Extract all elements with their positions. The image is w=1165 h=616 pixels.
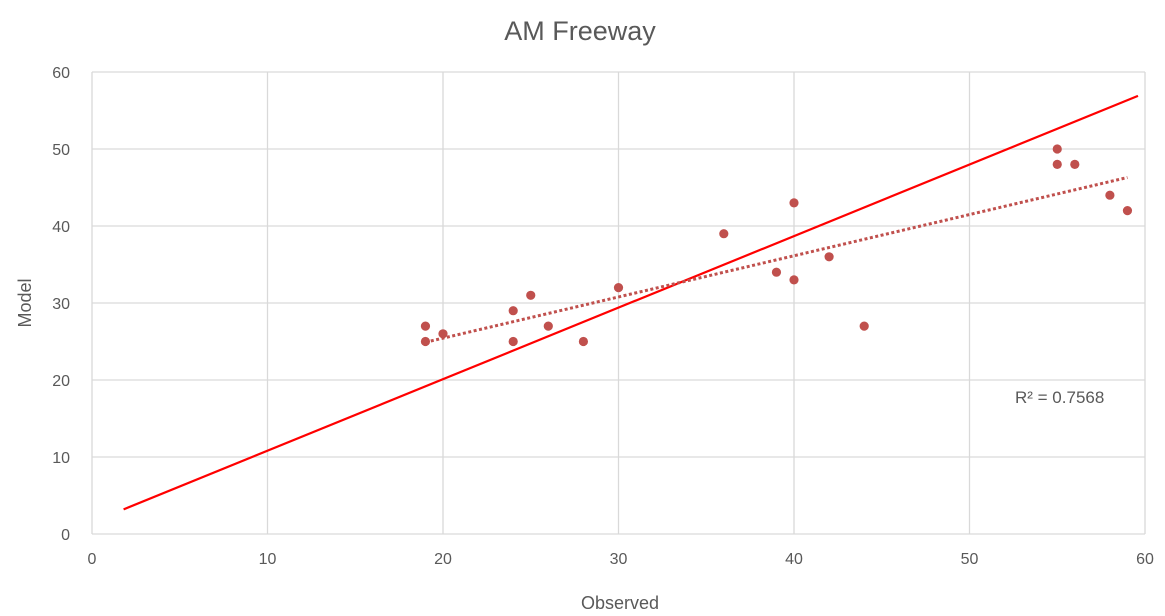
- y-axis-title: Model: [15, 278, 35, 327]
- chart-title: AM Freeway: [504, 16, 656, 46]
- reference-line: [123, 94, 1139, 511]
- data-point: [719, 229, 729, 239]
- y-tick-label: 0: [61, 527, 70, 544]
- y-tick-label: 10: [52, 450, 70, 467]
- data-point: [438, 329, 448, 339]
- data-point: [824, 252, 834, 262]
- lines: [123, 94, 1139, 511]
- x-tick-label: 0: [88, 551, 97, 568]
- trendline: [425, 176, 1128, 344]
- x-tick-label: 50: [961, 551, 979, 568]
- data-points: [420, 144, 1133, 347]
- data-point: [789, 275, 799, 285]
- y-tick-label: 20: [52, 373, 70, 390]
- data-point: [1122, 206, 1133, 216]
- data-point: [1105, 190, 1115, 200]
- data-point: [578, 336, 589, 347]
- data-point: [526, 290, 536, 300]
- data-point: [420, 321, 431, 331]
- y-tick-label: 50: [52, 142, 70, 159]
- data-point: [789, 198, 799, 208]
- data-point: [508, 306, 518, 316]
- data-point: [543, 321, 553, 331]
- data-point: [420, 336, 431, 347]
- data-point: [1052, 159, 1062, 169]
- x-tick-label: 40: [785, 551, 803, 568]
- x-tick-label: 20: [434, 551, 452, 568]
- data-point: [771, 267, 782, 277]
- data-point: [859, 321, 869, 331]
- x-tick-label: 30: [610, 551, 628, 568]
- x-tick-label: 10: [259, 551, 277, 568]
- x-tick-label: 60: [1136, 551, 1154, 568]
- data-point: [508, 336, 518, 347]
- gridlines: [92, 71, 1146, 534]
- r-squared-label: R² = 0.7568: [1015, 388, 1104, 407]
- data-point: [613, 283, 624, 293]
- axes: [91, 72, 1145, 535]
- y-tick-label: 60: [52, 65, 70, 82]
- data-point: [1070, 159, 1080, 169]
- y-tick-label: 30: [52, 296, 70, 313]
- data-point: [1052, 144, 1062, 154]
- x-axis-title: Observed: [581, 593, 659, 613]
- y-tick-label: 40: [52, 219, 70, 236]
- tick-labels: 0 10 20 30 40 50 60 0 10 20 30 40 50 60: [52, 65, 1154, 568]
